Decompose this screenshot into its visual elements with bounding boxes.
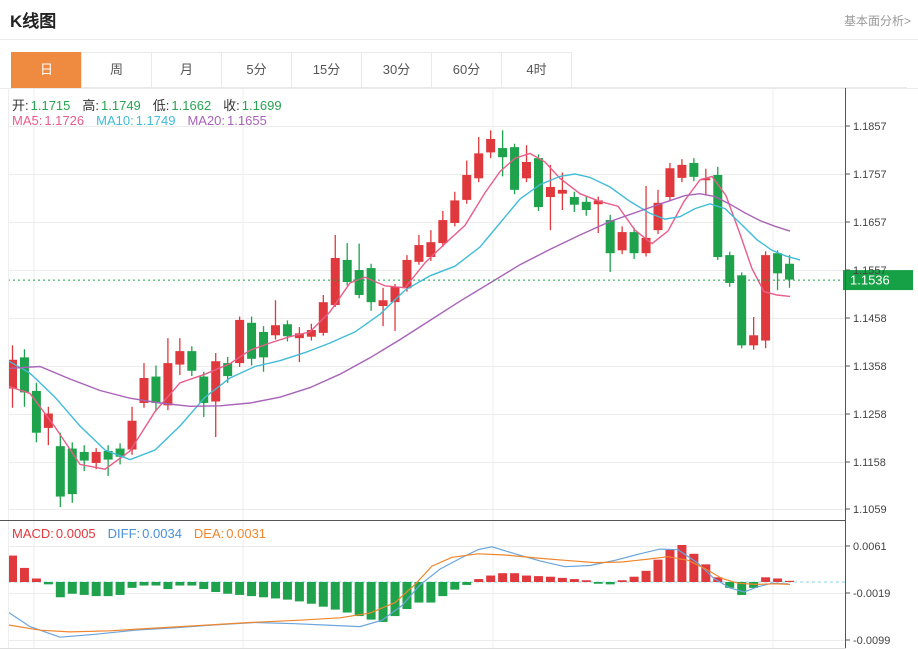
low-value-label: 低: [152,98,170,113]
price-axis-label: 1.1358 [853,361,887,373]
tab-week[interactable]: 周 [81,52,152,88]
dea-value: 0.0031 [226,526,267,541]
tab-bar-filler [572,52,907,88]
tab-15min[interactable]: 15分 [291,52,362,88]
page-title: K线图 [10,12,57,31]
dea-value-label: DEA: [193,526,225,541]
ma5-value: 1.1726 [44,113,85,128]
price-axis-label: 1.1757 [853,169,887,181]
open-value-label: 开: [12,98,29,113]
macd-axis-label: 0.0061 [853,541,887,553]
close-value-label: 收: [223,98,240,113]
ohlc-legend: 开: 1.1715 高: 1.1749 低: 1.1662 收: 1.1699 [12,95,294,114]
price-axis-label: 1.1258 [853,409,887,421]
price-axis-label: 1.1657 [853,217,887,229]
price-axis-label: 1.1158 [853,457,886,469]
tab-5min[interactable]: 5分 [221,52,292,88]
price-axis-label: 1.1059 [853,504,887,516]
open-value: 1.1715 [30,98,71,113]
macd-value-label: MACD: [12,526,54,541]
macd-legend: MACD: 0.0005 DIFF: 0.0034 DEA: 0.0031 [12,526,278,541]
ma10-value-label: MA10: [96,113,134,128]
ma20-value-label: MA20: [187,113,226,128]
ma5-value-label: MA5: [12,113,43,128]
high-value: 1.1749 [101,98,141,113]
tab-4hour[interactable]: 4时 [501,52,572,88]
close-value: 1.1699 [241,98,282,113]
diff-value-label: DIFF: [107,526,141,541]
current-price-badge [843,270,913,291]
tab-day[interactable]: 日 [11,52,82,88]
price-axis-label: 1.1857 [853,121,887,133]
current-price-value: 1.1536 [850,273,890,288]
macd-axis-label: -0.0099 [853,635,890,647]
fundamental-analysis-link[interactable]: 基本面分析> [843,14,911,28]
ma10-value: 1.1749 [135,113,176,128]
high-value-label: 高: [82,98,100,113]
period-tabs: 日周月 5分 15分 30分 60分 4时 [11,52,907,88]
price-axis-label: 1.1557 [853,265,887,277]
ma-legend: MA5: 1.1726 MA10: 1.1749 MA20: 1.1655 [12,113,279,128]
macd-axis-label: -0.0019 [853,588,890,600]
low-value: 1.1662 [171,98,212,113]
tab-month[interactable]: 月 [151,52,222,88]
price-axis-label: 1.1458 [853,313,887,325]
diff-value: 0.0034 [142,526,182,541]
header-divider [0,39,918,40]
tab-60min[interactable]: 60分 [431,52,502,88]
ma20-value: 1.1655 [227,113,267,128]
tab-30min[interactable]: 30分 [361,52,432,88]
macd-value: 0.0005 [55,526,96,541]
